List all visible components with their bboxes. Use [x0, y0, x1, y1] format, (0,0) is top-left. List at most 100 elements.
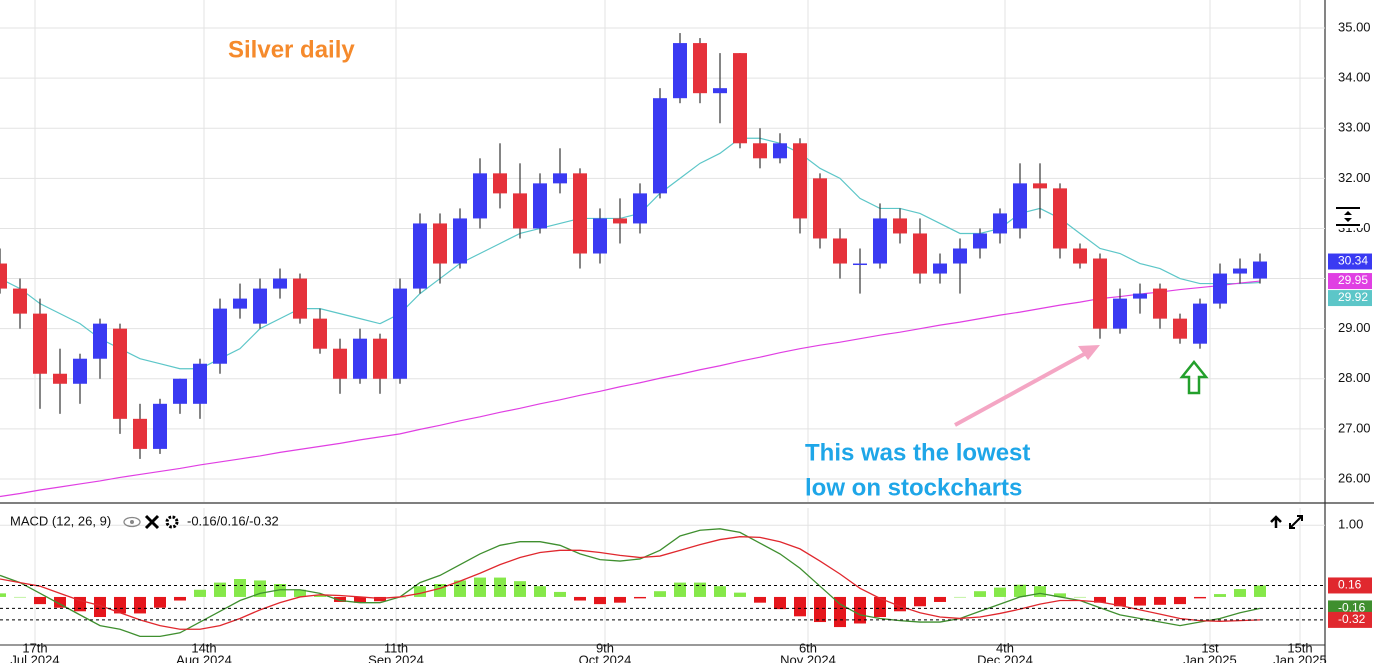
value-box-label: -0.16	[1338, 601, 1366, 615]
candle-body	[353, 338, 367, 379]
expand-icon[interactable]	[1289, 515, 1303, 529]
y-tick-label: 34.00	[1338, 70, 1371, 85]
indicator-label: MACD (12, 26, 9)	[10, 513, 111, 528]
close-icon[interactable]	[144, 514, 160, 530]
candle-body	[933, 263, 947, 274]
candle-body	[193, 363, 207, 404]
candle-body	[713, 88, 727, 94]
candle-body	[913, 233, 927, 274]
candle-body	[1173, 318, 1187, 339]
candle-body	[733, 53, 747, 144]
candle-body	[633, 193, 647, 224]
icon-background	[1333, 206, 1363, 228]
histogram-bar	[214, 582, 226, 597]
candle-body	[833, 238, 847, 264]
candle-body	[793, 143, 807, 219]
histogram-bar	[674, 582, 686, 597]
candle-body	[1233, 268, 1247, 274]
histogram-bar	[714, 586, 726, 597]
histogram-bar	[614, 596, 626, 603]
candle-body	[653, 98, 667, 194]
candle-body	[573, 173, 587, 254]
x-tick-label: 1st	[1201, 640, 1219, 655]
value-box	[1328, 253, 1372, 270]
candle-body	[593, 218, 607, 254]
candle-body	[233, 298, 247, 309]
indicator-line	[0, 528, 1261, 638]
histogram-bar	[634, 596, 646, 599]
candle-body	[373, 338, 387, 379]
histogram-bar	[174, 596, 186, 601]
histogram-bar	[574, 596, 586, 601]
histogram-bar	[994, 587, 1006, 597]
histogram-bar	[1094, 596, 1106, 603]
up-arrow	[1179, 359, 1209, 395]
histogram-bar	[1174, 596, 1186, 605]
candle-body	[13, 288, 27, 314]
y-tick-label: 28.00	[1338, 370, 1371, 385]
candle-body	[313, 318, 327, 349]
settings-icon[interactable]	[165, 515, 179, 529]
candle-body	[133, 418, 147, 449]
histogram-bar	[374, 596, 386, 602]
x-tick-label: 11th	[384, 640, 408, 655]
candle-body	[1033, 183, 1047, 189]
histogram-bar	[14, 596, 26, 598]
value-box	[1328, 577, 1372, 594]
value-box	[1328, 611, 1372, 628]
candle-body	[513, 193, 527, 229]
value-box-label: 29.95	[1338, 273, 1368, 287]
x-tick-sublabel: Oct 2024	[579, 652, 632, 663]
indicator-line	[0, 536, 1261, 630]
crosshair-icon[interactable]	[1333, 206, 1363, 228]
candle-body	[1133, 293, 1147, 299]
candle-body	[293, 278, 307, 319]
x-tick-label: 6th	[799, 640, 817, 655]
indicator-readout: -0.16/0.16/-0.32	[187, 513, 279, 528]
x-tick-sublabel: Jan 2025	[1273, 652, 1327, 663]
candle-body	[1113, 298, 1127, 329]
x-tick-label: 14th	[191, 640, 216, 655]
move-up-icon[interactable]	[1270, 515, 1282, 528]
candle-body	[273, 278, 287, 289]
histogram-bar	[814, 596, 826, 623]
x-tick-sublabel: Aug 2024	[176, 652, 232, 663]
histogram-bar	[914, 596, 926, 607]
annotation: low on stockcharts	[805, 474, 1022, 501]
histogram-bar	[1034, 586, 1046, 597]
candle-body	[613, 218, 627, 224]
histogram-bar	[0, 593, 6, 597]
candle-body	[333, 348, 347, 379]
histogram-bar	[234, 579, 246, 597]
candle-body	[1093, 258, 1107, 329]
candle-body	[0, 263, 7, 289]
histogram-bar	[694, 582, 706, 597]
candle-body	[53, 373, 67, 384]
value-box	[1328, 290, 1372, 307]
candle-body	[1193, 303, 1207, 344]
annotation-arrowhead	[1078, 345, 1100, 360]
indicator-icons[interactable]	[123, 514, 179, 530]
candle-body	[673, 43, 687, 99]
candle-body	[1213, 273, 1227, 304]
x-tick-sublabel: Sep 2024	[368, 652, 424, 663]
candle-body	[753, 143, 767, 159]
histogram-bar	[874, 596, 886, 618]
candle-body	[433, 223, 447, 264]
histogram-bar	[1014, 584, 1026, 597]
value-box-label: 29.92	[1338, 290, 1368, 304]
candle-body	[1253, 261, 1267, 279]
histogram-bar	[1074, 596, 1086, 598]
annotation: This was the lowest	[805, 439, 1030, 466]
candle-body	[493, 173, 507, 194]
value-box-label: 30.34	[1338, 254, 1368, 268]
candle-body	[213, 308, 227, 364]
candle-body	[813, 178, 827, 239]
histogram-bar	[734, 592, 746, 597]
y-tick-label: 1.00	[1338, 517, 1363, 532]
histogram-bar	[194, 589, 206, 597]
histogram-bar	[94, 596, 106, 618]
histogram-bar	[414, 586, 426, 597]
eye-icon[interactable]	[123, 516, 141, 528]
